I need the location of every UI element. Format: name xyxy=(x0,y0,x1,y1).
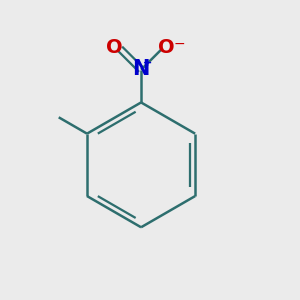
Text: O: O xyxy=(158,38,175,57)
Text: +: + xyxy=(143,58,152,68)
Text: O: O xyxy=(106,38,123,57)
Text: N: N xyxy=(132,59,150,79)
Text: −: − xyxy=(173,36,185,50)
